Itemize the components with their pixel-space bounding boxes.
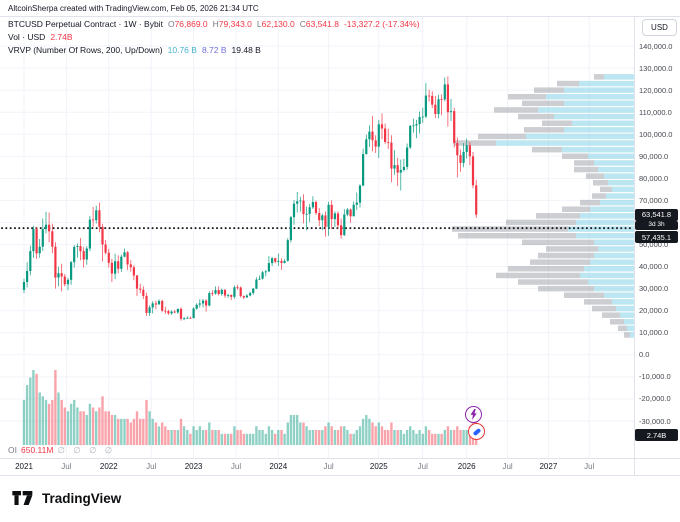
- oi-empty-values: ∅ ∅ ∅ ∅: [57, 445, 116, 455]
- time-axis-label: Jul: [61, 462, 72, 471]
- pill-sticker[interactable]: [468, 423, 485, 440]
- price-axis-label: 10,000.0: [639, 328, 669, 338]
- price-axis-label: 140,000.0: [639, 41, 673, 51]
- volume-value: 2.74B: [50, 32, 73, 42]
- symbol-title: BTCUSD Perpetual Contract · 1W · Bybit: [8, 19, 163, 29]
- time-axis-label: 2025: [369, 462, 388, 471]
- price-axis-label: 100,000.0: [639, 129, 673, 139]
- volume-bars: [22, 370, 478, 446]
- time-axis-bottom-border: [0, 475, 680, 476]
- price-axis-label: 70,000.0: [639, 195, 669, 205]
- volume-profile: [452, 74, 634, 338]
- price-axis-label: 130,000.0: [639, 63, 673, 73]
- price-axis-label: 0.0: [639, 350, 650, 360]
- tradingview-mark-icon: [12, 491, 33, 505]
- time-axis-label: Jul: [417, 462, 428, 471]
- price-axis-label: -10,000.0: [639, 372, 671, 382]
- tradingview-wordmark: TradingView: [42, 490, 122, 506]
- price-axis-label: 90,000.0: [639, 151, 669, 161]
- price-axis-label: -20,000.0: [639, 394, 671, 404]
- attribution-text: AltcoinSherpa created with TradingView.c…: [8, 4, 259, 13]
- candlesticks: [22, 76, 478, 321]
- time-axis-label: 2024: [269, 462, 288, 471]
- price-axis-label: 40,000.0: [639, 262, 669, 272]
- price-axis-label: 120,000.0: [639, 85, 673, 95]
- ohlc-token: H79,343.0: [212, 19, 252, 29]
- price-axis-label: -30,000.0: [639, 416, 671, 426]
- open-interest-legend[interactable]: OI 650.11M ∅ ∅ ∅ ∅: [8, 445, 115, 456]
- price-axis-label: 50,000.0: [639, 240, 669, 249]
- last-price-badge: 63,541.8: [635, 208, 678, 221]
- vrvp-legend-row[interactable]: VRVP (Number Of Rows, 200, Up/Down) 10.7…: [8, 45, 261, 55]
- price-axis-label: 20,000.0: [639, 306, 669, 316]
- time-axis-label: 2026: [457, 462, 476, 471]
- vrvp-label: VRVP (Number Of Rows, 200, Up/Down): [8, 45, 163, 55]
- oi-label: OI: [8, 445, 17, 455]
- volume-label: Vol · USD: [8, 32, 46, 42]
- currency-toggle-button[interactable]: USD: [642, 19, 677, 36]
- change-value: -13,327.2 (-17.34%): [343, 19, 420, 29]
- lightning-sticker[interactable]: [465, 406, 482, 423]
- ohlc-token: O76,869.0: [167, 19, 208, 29]
- time-axis-label: Jul: [584, 462, 595, 471]
- time-axis-label: Jul: [502, 462, 513, 471]
- time-axis-label: 2027: [539, 462, 558, 471]
- price-line-badge: 57,435.1: [635, 231, 678, 244]
- pane-top-border: [0, 16, 680, 17]
- tradingview-logo[interactable]: TradingView: [10, 489, 121, 507]
- ohlc-token: C63,541.8: [299, 19, 339, 29]
- bar-countdown-badge: 3d 3h: [635, 220, 678, 230]
- price-axis-label: 30,000.0: [639, 284, 669, 294]
- price-axis-separator: [634, 16, 635, 475]
- vrvp-value: 8.72 B: [201, 45, 227, 55]
- ohlc-token: L62,130.0: [256, 19, 295, 29]
- time-axis-label: Jul: [323, 462, 334, 471]
- pill-icon: [472, 427, 481, 436]
- gridlines: [0, 17, 634, 458]
- time-axis-label: Jul: [230, 462, 242, 471]
- price-axis-label: 110,000.0: [639, 107, 672, 117]
- pane-bottom-border: [0, 458, 680, 459]
- price-axis-label: 80,000.0: [639, 173, 669, 183]
- lightning-bolt-icon: [470, 409, 477, 420]
- time-axis-label: 2023: [184, 462, 203, 471]
- oi-value: 650.11M: [20, 445, 54, 455]
- ohlc-values: O76,869.0 H79,343.0 L62,130.0 C63,541.8: [168, 19, 339, 29]
- time-axis-label: 2021: [15, 462, 33, 471]
- volume-axis-badge: 2.74B: [635, 429, 678, 441]
- time-axis-label: 2022: [99, 462, 118, 471]
- vrvp-value: 10.76 B: [167, 45, 197, 55]
- time-axis-label: Jul: [146, 462, 157, 471]
- symbol-legend-row[interactable]: BTCUSD Perpetual Contract · 1W · Bybit O…: [8, 19, 420, 29]
- vrvp-value: 19.48 B: [231, 45, 261, 55]
- vrvp-values: 10.76 B 8.72 B 19.48 B: [168, 45, 261, 55]
- volume-legend-row[interactable]: Vol · USD 2.74B: [8, 32, 73, 42]
